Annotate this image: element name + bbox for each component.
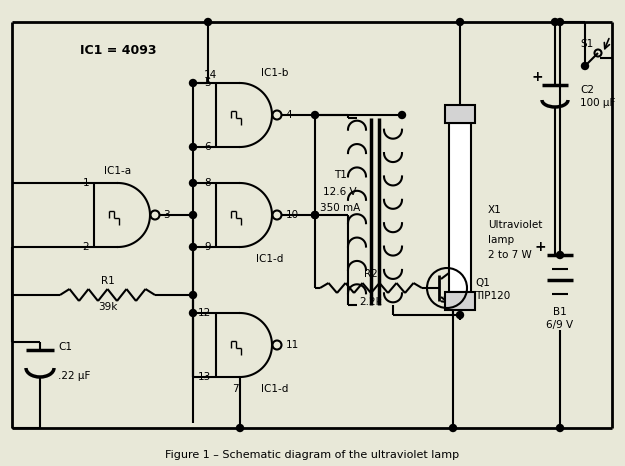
Circle shape [556,425,564,432]
Text: 11: 11 [286,340,299,350]
Bar [445,105,475,123]
Text: Ultraviolet: Ultraviolet [488,220,542,230]
Circle shape [456,311,464,318]
Text: 7: 7 [232,384,238,394]
Text: B1: B1 [553,307,567,317]
Text: TIP120: TIP120 [475,291,510,301]
Text: 3: 3 [164,210,170,220]
Circle shape [449,425,456,432]
Text: 12.6 V: 12.6 V [323,187,357,197]
Text: +: + [531,70,542,84]
Text: .22 μF: .22 μF [58,371,91,381]
Text: +: + [534,240,546,254]
Text: S1: S1 [581,39,594,49]
Text: 100 μF: 100 μF [580,98,616,108]
Text: Q1: Q1 [475,278,490,288]
Text: C1: C1 [58,342,72,352]
Text: 2 to 7 W: 2 to 7 W [488,250,532,260]
Circle shape [456,19,464,26]
Text: IC1-d: IC1-d [261,384,289,394]
Circle shape [399,111,406,118]
Text: 6: 6 [204,142,211,152]
Text: IC1-b: IC1-b [261,68,289,78]
Text: 1: 1 [82,178,89,188]
Text: 2.2k: 2.2k [359,297,382,307]
Text: X1: X1 [488,205,502,215]
Text: 350 mA: 350 mA [320,203,360,213]
Text: C2: C2 [580,85,594,95]
Circle shape [581,62,589,69]
Circle shape [311,212,319,219]
Circle shape [189,212,196,219]
Circle shape [189,244,196,251]
Text: 12: 12 [198,308,211,318]
Text: IC1 = 4093: IC1 = 4093 [80,43,156,56]
Circle shape [189,80,196,87]
Text: 4: 4 [286,110,292,120]
Circle shape [189,292,196,299]
Text: 10: 10 [286,210,299,220]
Text: R2: R2 [364,269,378,279]
Text: IC1-d: IC1-d [256,254,284,264]
Circle shape [311,212,319,219]
Circle shape [236,425,244,432]
Circle shape [204,19,211,26]
Text: 9: 9 [204,242,211,252]
Text: Figure 1 – Schematic diagram of the ultraviolet lamp: Figure 1 – Schematic diagram of the ultr… [165,450,459,460]
Circle shape [189,309,196,316]
Text: 8: 8 [204,178,211,188]
Text: 2: 2 [82,242,89,252]
Circle shape [551,19,559,26]
Circle shape [311,111,319,118]
Circle shape [556,252,564,259]
Text: lamp: lamp [488,235,514,245]
Text: IC1-a: IC1-a [104,166,132,176]
Text: 13: 13 [198,372,211,382]
Bar [445,292,475,310]
Text: 14: 14 [203,70,217,80]
Circle shape [556,19,564,26]
Text: T1: T1 [334,170,346,180]
Text: 6/9 V: 6/9 V [546,320,574,330]
Bar [449,123,471,292]
Text: 39k: 39k [98,302,118,312]
Text: 5: 5 [204,78,211,88]
Circle shape [189,144,196,151]
Circle shape [189,179,196,186]
Text: R1: R1 [101,276,115,286]
